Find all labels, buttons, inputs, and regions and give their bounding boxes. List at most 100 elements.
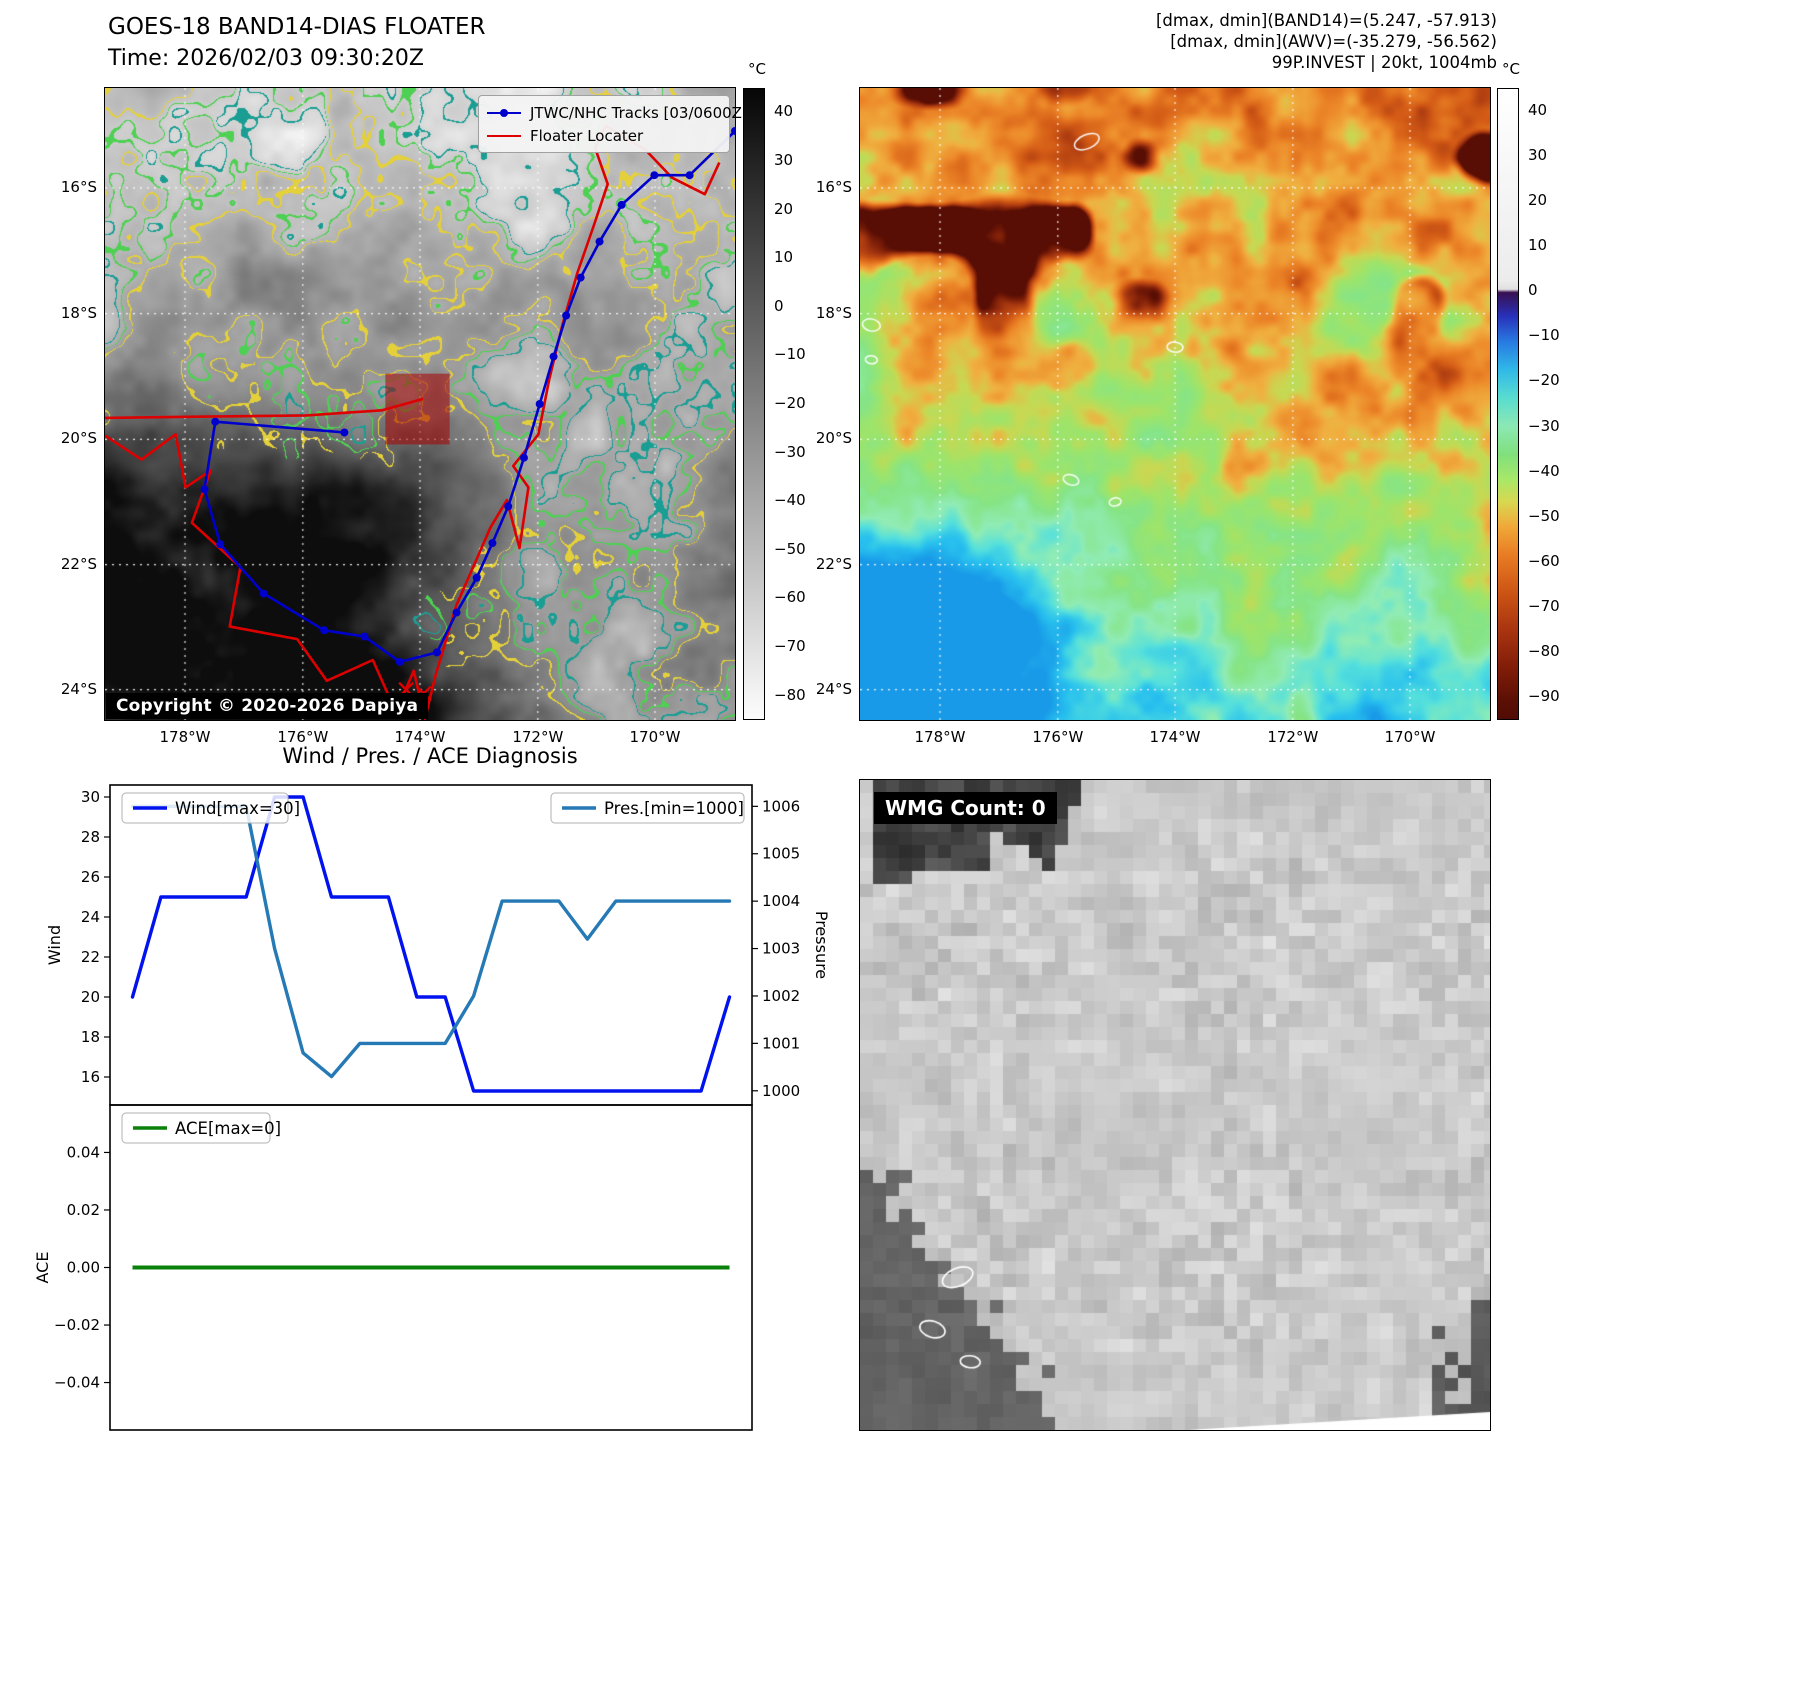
ace-axis-tick: 0.02 (67, 1201, 100, 1219)
pressure-axis-tick: 1004 (762, 892, 800, 910)
band14-lon-tick: 170°W (629, 728, 681, 746)
band14-colorbar-tick: 40 (774, 102, 794, 121)
ace-axis-tick: 0.00 (67, 1259, 100, 1277)
ace-plot-border (109, 1104, 753, 1431)
band14-lon-tick: 174°W (394, 728, 446, 746)
jtwc-track-point (685, 171, 694, 180)
awv-colorbar-tick: −80 (1528, 642, 1560, 661)
band14-track-overlay (105, 124, 735, 720)
jtwc-track-point (504, 502, 513, 511)
awv-colorbar-tick: 10 (1528, 236, 1548, 254)
awv-lon-tick: 176°W (1032, 728, 1084, 746)
wind-axis-tick: 28 (81, 828, 100, 846)
awv-lat-tick: 24°S (815, 679, 852, 698)
band14-colorbar-tick: 0 (774, 296, 784, 315)
stat-band14-range: [dmax, dmin](BAND14)=(5.247, -57.913) (1155, 11, 1497, 30)
ace-axis-label: ACE (33, 1252, 52, 1284)
jtwc-track-point (549, 352, 558, 361)
band14-colorbar-tick: −20 (774, 394, 806, 412)
wmg-image (859, 779, 1491, 1431)
awv-lat-tick: 16°S (815, 177, 852, 196)
ace-axis-tick: 0.04 (67, 1143, 100, 1161)
jtwc-track-point (535, 400, 544, 408)
band14-colorbar-tick: 10 (774, 248, 794, 267)
band14-colorbar (743, 88, 765, 720)
ace-axis-tick: −0.04 (54, 1374, 100, 1392)
pressure-legend-box (550, 792, 745, 824)
jtwc-track-point (216, 540, 225, 549)
figure-time: Time: 2026/02/03 09:30:20Z (108, 46, 424, 71)
wind-axis-label: Wind (45, 925, 64, 965)
pressure-axis-tick: 1005 (762, 845, 800, 863)
awv-colorbar-tick: 20 (1528, 190, 1548, 209)
jtwc-track-point (595, 237, 604, 246)
track-legend: JTWC/NHC Tracks [03/0600Z] Floater Locat… (478, 95, 748, 153)
wmg-count-badge: WMG Count: 0 (874, 792, 1057, 824)
floater-track-line (105, 397, 424, 420)
pressure-axis-tick: 1001 (762, 1034, 800, 1052)
band14-lon-tick: 172°W (512, 728, 564, 746)
jtwc-track-point (472, 573, 481, 582)
stats-header: [dmax, dmin](BAND14)=(5.247, -57.913) [d… (1156, 10, 1497, 73)
band14-colorbar-tick: 30 (774, 150, 794, 169)
band14-lat-tick: 22°S (60, 554, 97, 573)
wind-axis-tick: 20 (81, 988, 100, 1006)
band14-colorbar-tick: −70 (774, 637, 806, 656)
band14-lat-tick: 16°S (60, 177, 97, 196)
floater-track-label: Floater Locater (530, 126, 644, 145)
wind-legend-label: Wind[max=30] (175, 799, 300, 818)
awv-satellite-image (859, 87, 1491, 721)
jtwc-track-point (488, 539, 497, 548)
floater-track-sample (487, 134, 521, 137)
jtwc-track-point (340, 428, 349, 437)
pressure-legend-label: Pres.[min=1000] (604, 799, 744, 818)
awv-colorbar-tick: −60 (1528, 552, 1560, 570)
awv-lon-tick: 170°W (1384, 728, 1436, 746)
band14-colorbar-tick: −40 (774, 491, 806, 510)
jtwc-track-marker (500, 108, 508, 117)
jtwc-track-point (562, 311, 571, 320)
pressure-axis-tick: 1006 (762, 797, 800, 815)
awv-colorbar-tick: −10 (1528, 326, 1560, 345)
jtwc-track-line (203, 130, 735, 664)
awv-colorbar-tick: 0 (1528, 281, 1538, 300)
jtwc-track-point (320, 626, 329, 635)
wind-axis-tick: 30 (81, 788, 100, 806)
diagnosis-title: Wind / Pres. / ACE Diagnosis (282, 744, 578, 768)
jtwc-track-point (452, 608, 461, 617)
awv-lon-tick: 172°W (1267, 728, 1319, 746)
jtwc-track-point (200, 485, 209, 494)
band14-lat-tick: 20°S (60, 429, 97, 448)
jtwc-legend-row: JTWC/NHC Tracks [03/0600Z] (487, 101, 748, 124)
series-wind (130, 795, 732, 1093)
awv-lat-tick: 20°S (815, 429, 852, 448)
awv-colorbar (1497, 88, 1519, 720)
jtwc-track-point (360, 632, 369, 641)
figure-title: GOES-18 BAND14-DIAS FLOATER (108, 14, 486, 40)
floater-legend-row: Floater Locater (487, 124, 721, 147)
wind-pres-ace-charts: 16 18 20 22 24 26 28 30 1000 1001 1002 1003 1004 1005… (33, 784, 830, 1431)
band14-header: GOES-18 BAND14-DIAS FLOATER Time: 2026/0… (108, 14, 486, 71)
floater-track-line (105, 124, 721, 720)
awv-colorbar-tick: 30 (1528, 145, 1548, 164)
wind-axis-tick: 16 (81, 1068, 100, 1086)
band14-colorbar-tick: 20 (774, 199, 794, 218)
wind-axis-tick: 18 (81, 1028, 100, 1046)
awv-colorbar-tick: −90 (1528, 687, 1560, 706)
jtwc-track-sample (487, 108, 521, 117)
band14-colorbar-tick: −50 (774, 539, 806, 558)
wind-axis-tick: 26 (81, 868, 100, 886)
band14-lat-tick: 24°S (60, 679, 97, 698)
wind-axis-tick: 22 (81, 948, 100, 966)
band14-colorbar-tick: −80 (774, 685, 806, 704)
jtwc-track-point (211, 417, 220, 426)
pressure-axis-tick: 1002 (762, 987, 800, 1005)
jtwc-track-point (650, 171, 659, 180)
pressure-axis-label: Pressure (812, 911, 830, 979)
pressure-axis-tick: 1000 (762, 1082, 800, 1100)
awv-colorbar-tick: −30 (1528, 416, 1560, 435)
band14-lat-tick: 18°S (60, 303, 97, 322)
stat-invest-intensity: 99P.INVEST | 20kt, 1004mb (1271, 53, 1497, 72)
jtwc-track-point (519, 453, 528, 462)
jtwc-track-point (731, 126, 735, 135)
